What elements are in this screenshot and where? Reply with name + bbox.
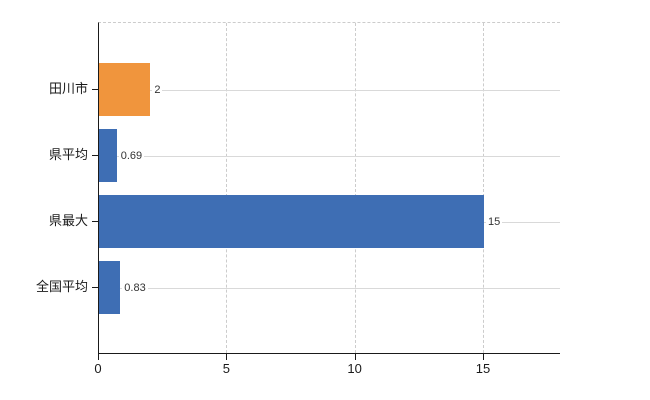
bar-value-label: 0.69 xyxy=(118,148,145,163)
bar-全国平均 xyxy=(99,261,121,314)
y-axis-tick xyxy=(92,286,98,288)
x-tick-label-15: 15 xyxy=(475,361,491,376)
x-tick-label-10: 10 xyxy=(347,361,362,376)
x-axis-tick xyxy=(354,354,356,360)
category-label-県最大: 県最大 xyxy=(48,212,88,228)
gridline-x-10 xyxy=(354,23,356,353)
x-tick-label-5: 5 xyxy=(222,361,230,376)
bar-value-label: 2 xyxy=(152,82,163,97)
y-axis-tick xyxy=(92,220,98,222)
y-axis-tick xyxy=(92,88,98,90)
x-axis-tick xyxy=(98,354,99,360)
gridline-x-15 xyxy=(483,23,484,353)
gridline-x-5 xyxy=(226,23,228,353)
bar-value-label: 0.83 xyxy=(122,280,148,295)
category-label-全国平均: 全国平均 xyxy=(35,278,88,294)
bar-value-label: 15 xyxy=(486,214,503,229)
x-axis-tick xyxy=(483,354,484,360)
category-label-田川市: 田川市 xyxy=(48,80,88,96)
y-axis-tick xyxy=(92,154,98,156)
category-label-県平均: 県平均 xyxy=(48,146,88,162)
category-row-line xyxy=(99,287,560,289)
x-tick-label-0: 0 xyxy=(94,361,102,376)
bar-県最大 xyxy=(99,195,484,248)
bar-県平均 xyxy=(99,129,117,182)
x-axis-tick xyxy=(226,354,228,360)
plot-area: 2 0.69 15 0.83 xyxy=(98,22,560,354)
category-row-line xyxy=(99,155,560,157)
bar-田川市 xyxy=(99,63,151,116)
category-row-line xyxy=(99,89,560,91)
